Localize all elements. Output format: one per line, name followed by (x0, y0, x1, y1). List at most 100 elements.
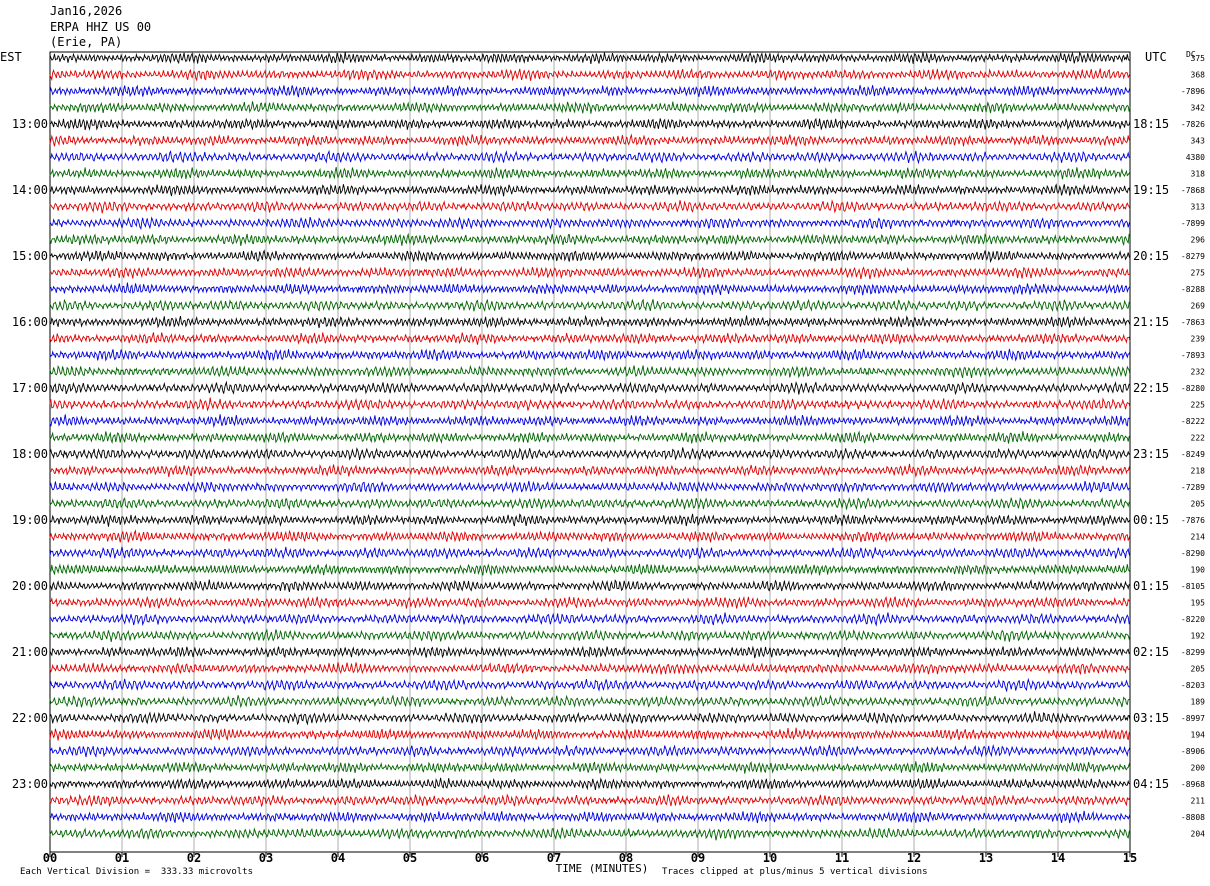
right-hour-label: 02:15 (1133, 645, 1169, 659)
x-tick-label: 01 (115, 851, 129, 865)
seismic-trace (49, 364, 1131, 379)
dc-offset-label: 194 (1191, 731, 1206, 740)
dc-offset-label: -7826 (1181, 120, 1205, 129)
x-tick-label: 07 (547, 851, 561, 865)
seismic-trace (49, 463, 1131, 478)
x-tick-label: 02 (187, 851, 201, 865)
left-hour-label: 20:00 (12, 579, 48, 593)
dc-offset-label: 296 (1191, 236, 1206, 245)
header-date: Jan16,2026 (50, 4, 123, 18)
seismic-trace (49, 563, 1131, 576)
seismic-trace (49, 216, 1131, 230)
left-hour-label: 13:00 (12, 117, 48, 131)
seismic-trace (49, 314, 1131, 329)
dc-offset-label: 205 (1191, 500, 1206, 509)
dc-offset-label: -8299 (1181, 648, 1205, 657)
clip-note: Traces clipped at plus/minus 5 vertical … (662, 867, 928, 877)
x-tick-label: 00 (43, 851, 57, 865)
dc-offset-label: -8279 (1181, 252, 1205, 261)
seismic-trace (49, 578, 1131, 593)
left-hour-label: 22:00 (12, 711, 48, 725)
seismic-trace (49, 546, 1131, 560)
seismic-trace (49, 183, 1131, 197)
right-hour-label: 23:15 (1133, 447, 1169, 461)
seismic-trace (49, 694, 1131, 709)
x-tick-label: 06 (475, 851, 489, 865)
seismic-trace (49, 348, 1131, 362)
dc-offset-label: 200 (1191, 764, 1206, 773)
x-tick-label: 12 (907, 851, 921, 865)
seismic-trace (49, 645, 1131, 659)
header-station: ERPA HHZ US 00 (50, 20, 152, 34)
seismic-trace (49, 595, 1131, 609)
dc-offset-label: -8249 (1181, 450, 1205, 459)
dc-offset-label: 342 (1191, 104, 1206, 113)
seismic-trace (49, 101, 1131, 114)
x-tick-label: 08 (619, 851, 633, 865)
x-tick-label: 15 (1123, 851, 1137, 865)
dc-offset-label: -8220 (1181, 615, 1205, 624)
dc-offset-label: 205 (1191, 665, 1206, 674)
dc-offset-label: -8222 (1181, 417, 1205, 426)
dc-offset-label: -8105 (1181, 582, 1205, 591)
seismic-trace (49, 447, 1131, 461)
dc-label: DC (1186, 50, 1196, 59)
right-hour-label: 00:15 (1133, 513, 1169, 527)
dc-offset-label: -8290 (1181, 549, 1205, 558)
x-tick-label: 03 (259, 851, 273, 865)
seismic-trace (49, 84, 1131, 98)
seismic-trace (49, 793, 1131, 808)
seismic-trace (49, 51, 1131, 65)
right-hour-label: 03:15 (1133, 711, 1169, 725)
dc-offset-label: -7893 (1181, 351, 1205, 360)
dc-offset-label: 375 (1191, 54, 1206, 63)
left-zone-label: EST (0, 50, 22, 64)
seismic-trace (49, 332, 1131, 345)
seismic-trace (49, 777, 1131, 791)
seismic-trace (49, 298, 1131, 312)
dc-offset-label: -8288 (1181, 285, 1205, 294)
right-hour-label: 18:15 (1133, 117, 1169, 131)
dc-offset-label: -8280 (1181, 384, 1205, 393)
x-tick-label: 13 (979, 851, 993, 865)
dc-offset-label: -7868 (1181, 186, 1205, 195)
seismic-trace (49, 628, 1131, 643)
dc-offset-label: 195 (1191, 599, 1206, 608)
seismic-trace (49, 414, 1131, 428)
dc-offset-label: 313 (1191, 203, 1206, 212)
seismic-trace (49, 743, 1131, 758)
seismic-trace (49, 249, 1131, 264)
seismic-trace (49, 68, 1131, 82)
seismic-trace (49, 265, 1131, 280)
x-tick-label: 14 (1051, 851, 1065, 865)
dc-offset-label: -7899 (1181, 219, 1205, 228)
dc-offset-label: -7289 (1181, 483, 1205, 492)
dc-offset-label: 218 (1191, 467, 1206, 476)
seismic-trace (49, 677, 1130, 693)
seismic-trace (49, 711, 1131, 726)
header-location: (Erie, PA) (50, 35, 123, 49)
scale-note: Each Vertical Division = 333.33 microvol… (20, 867, 253, 877)
left-hour-label: 19:00 (12, 513, 48, 527)
seismic-trace (49, 826, 1131, 841)
seismic-trace (49, 149, 1131, 165)
seismic-trace (49, 662, 1131, 676)
x-tick-label: 04 (331, 851, 345, 865)
dc-offset-label: -8203 (1181, 681, 1205, 690)
dc-offset-label: 275 (1191, 269, 1206, 278)
dc-offset-label: -7876 (1181, 516, 1205, 525)
right-hour-label: 04:15 (1133, 777, 1169, 791)
dc-offset-label: 239 (1191, 335, 1206, 344)
right-hour-label: 01:15 (1133, 579, 1169, 593)
dc-offset-label: -8906 (1181, 747, 1205, 756)
seismic-trace (49, 199, 1131, 214)
x-tick-label: 10 (763, 851, 777, 865)
right-hour-label: 19:15 (1133, 183, 1169, 197)
dc-offset-label: 190 (1191, 566, 1206, 575)
seismic-trace (49, 397, 1131, 412)
seismic-trace (49, 513, 1131, 527)
x-axis-label: TIME (MINUTES) (556, 862, 649, 875)
right-hour-label: 20:15 (1133, 249, 1169, 263)
dc-offset-label: 189 (1191, 698, 1206, 707)
